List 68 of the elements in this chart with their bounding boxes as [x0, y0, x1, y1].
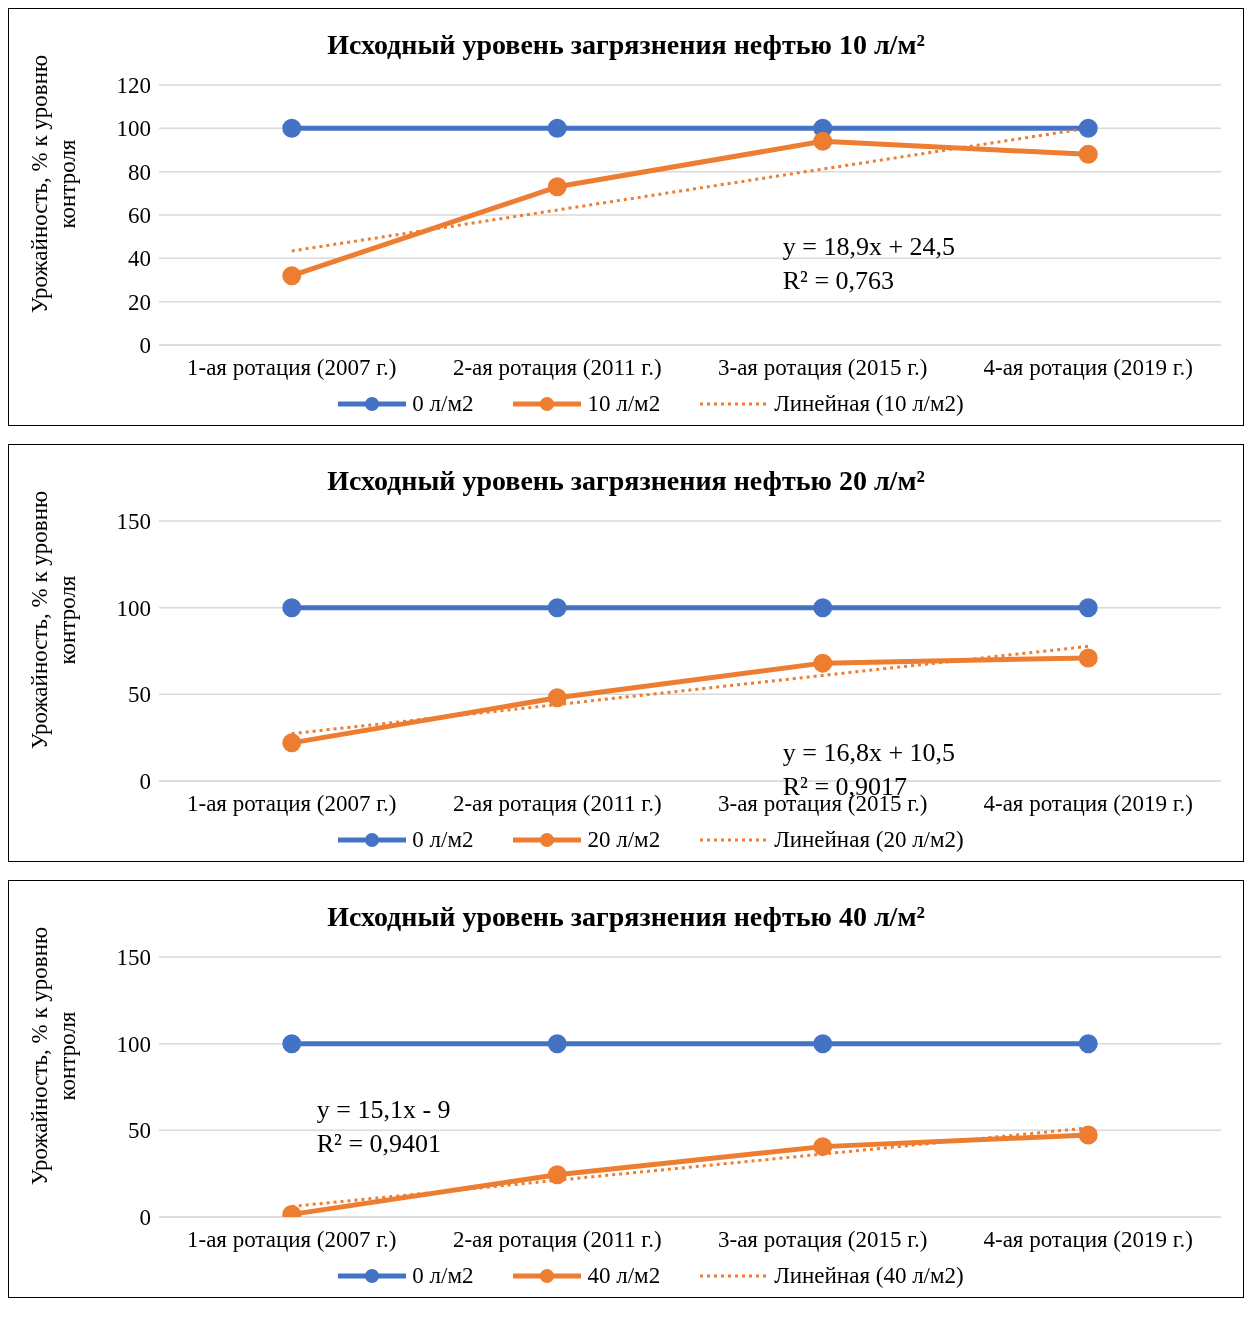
point: [1078, 1125, 1098, 1145]
y-tick-label: 100: [116, 116, 151, 142]
y-tick-label: 100: [116, 1031, 151, 1057]
legend-label: 0 л/м2: [412, 1263, 474, 1289]
point: [813, 653, 833, 673]
x-tick-label: 3-ая ротация (2015 г.): [717, 355, 928, 380]
y-axis-title: Урожайность, % к уровню контроля: [26, 489, 81, 752]
x-tick-label: 2-ая ротация (2011 г.): [452, 1227, 662, 1252]
y-tick-label: 150: [116, 945, 151, 971]
legend-label: Линейная (10 л/м2): [774, 391, 964, 417]
x-tick-label: 4-ая ротация (2019 г.): [983, 1227, 1194, 1252]
point: [813, 1137, 833, 1157]
point: [813, 131, 833, 151]
chart-title: Исходный уровень загрязнения нефтью 40 л/м²: [327, 901, 925, 932]
point: [547, 598, 567, 618]
legend-label: 0 л/м2: [412, 827, 474, 853]
y-tick-label: 0: [139, 1205, 151, 1231]
point: [282, 118, 302, 138]
annotation: y = 16,8x + 10,5: [782, 738, 956, 768]
x-tick-label: 1-ая ротация (2007 г.): [186, 355, 397, 380]
point: [547, 177, 567, 197]
point: [813, 598, 833, 618]
point: [547, 1165, 567, 1185]
y-tick-label: 120: [116, 73, 151, 99]
y-tick-label: 0: [139, 333, 151, 359]
y-tick-label: 150: [116, 509, 151, 535]
x-tick-label: 3-ая ротация (2015 г.): [717, 1227, 928, 1252]
point: [1078, 144, 1098, 164]
y-tick-label: 40: [128, 246, 151, 272]
point: [547, 1034, 567, 1054]
legend-label: Линейная (20 л/м2): [774, 827, 964, 853]
legend-label: Линейная (40 л/м2): [774, 1263, 964, 1289]
point: [547, 118, 567, 138]
annotation: y = 15,1x - 9: [316, 1095, 451, 1125]
y-tick-label: 50: [128, 682, 151, 708]
x-tick-label: 2-ая ротация (2011 г.): [452, 791, 662, 816]
point: [282, 1034, 302, 1054]
y-tick-label: 60: [128, 203, 151, 229]
point: [282, 598, 302, 618]
y-axis-title: Урожайность, % к уровню контроля: [26, 53, 81, 316]
point: [1078, 118, 1098, 138]
chart-title: Исходный уровень загрязнения нефтью 20 л/м²: [327, 465, 925, 496]
legend-label: 40 л/м2: [587, 1263, 661, 1289]
legend-label: 10 л/м2: [587, 391, 661, 417]
point: [547, 688, 567, 708]
annotation: R² = 0,763: [782, 266, 895, 296]
point: [1078, 648, 1098, 668]
point: [1078, 598, 1098, 618]
point: [813, 1034, 833, 1054]
y-tick-label: 50: [128, 1118, 151, 1144]
legend-label: 20 л/м2: [587, 827, 661, 853]
x-tick-label: 4-ая ротация (2019 г.): [983, 791, 1194, 816]
annotation: R² = 0,9401: [316, 1129, 442, 1159]
y-tick-label: 100: [116, 595, 151, 621]
point: [1078, 1034, 1098, 1054]
x-tick-label: 2-ая ротация (2011 г.): [452, 355, 662, 380]
point: [282, 733, 302, 753]
x-tick-label: 1-ая ротация (2007 г.): [186, 791, 397, 816]
y-tick-label: 80: [128, 159, 151, 185]
chart-title: Исходный уровень загрязнения нефтью 10 л/м²: [327, 29, 925, 60]
annotation: y = 18,9x + 24,5: [782, 232, 956, 262]
y-tick-label: 20: [128, 289, 151, 315]
legend-label: 0 л/м2: [412, 391, 474, 417]
y-axis-title: Урожайность, % к уровню контроля: [26, 925, 81, 1188]
point: [282, 266, 302, 286]
y-tick-label: 0: [139, 769, 151, 795]
x-tick-label: 1-ая ротация (2007 г.): [186, 1227, 397, 1252]
x-tick-label: 4-ая ротация (2019 г.): [983, 355, 1194, 380]
